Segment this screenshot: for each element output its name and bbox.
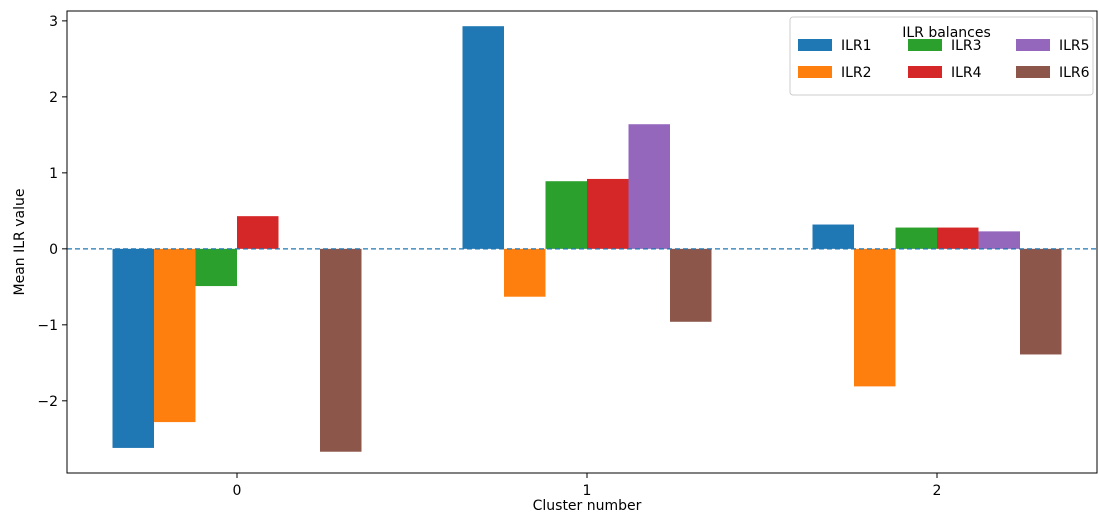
bar-ilr5-cluster-2 xyxy=(978,231,1020,249)
bar-ilr1-cluster-2 xyxy=(812,224,854,249)
legend: ILR balances ILR1 ILR2 ILR3 ILR4 ILR5 ILR6 xyxy=(789,16,1094,96)
x-axis: 0 1 2 xyxy=(233,473,942,499)
bar-ilr3-cluster-1 xyxy=(545,181,587,249)
bar-ilr4-cluster-1 xyxy=(587,178,629,249)
bar-ilr1-cluster-0 xyxy=(112,248,154,448)
y-tick-label: 1 xyxy=(49,166,58,182)
bar-ilr6-cluster-0 xyxy=(320,248,362,452)
legend-label-ilr4: ILR4 xyxy=(951,65,982,81)
bar-ilr4-cluster-2 xyxy=(937,227,979,249)
legend-swatch-ilr5 xyxy=(1016,39,1050,51)
legend-swatch-ilr3 xyxy=(908,39,942,51)
bar-ilr6-cluster-1 xyxy=(670,248,712,322)
bar-ilr3-cluster-0 xyxy=(195,248,237,287)
legend-label-ilr2: ILR2 xyxy=(841,65,872,81)
legend-label-ilr6: ILR6 xyxy=(1059,65,1090,81)
x-tick-label: 0 xyxy=(233,483,242,499)
bars-layer xyxy=(112,26,1062,452)
x-tick-label: 2 xyxy=(933,483,942,499)
legend-swatch-ilr2 xyxy=(798,66,832,78)
bar-ilr2-cluster-2 xyxy=(854,248,896,387)
legend-swatch-ilr4 xyxy=(908,66,942,78)
y-tick-label: −1 xyxy=(37,318,58,334)
y-axis: 3 2 1 0 −1 −2 xyxy=(37,14,67,410)
x-tick-label: 1 xyxy=(583,483,592,499)
legend-items: ILR1 ILR2 ILR3 ILR4 ILR5 ILR6 xyxy=(798,38,1090,81)
legend-label-ilr3: ILR3 xyxy=(951,38,982,54)
y-tick-label: 3 xyxy=(49,14,58,30)
y-tick-label: 2 xyxy=(49,90,58,106)
legend-swatch-ilr1 xyxy=(798,39,832,51)
legend-swatch-ilr6 xyxy=(1016,66,1050,78)
legend-label-ilr5: ILR5 xyxy=(1059,38,1090,54)
y-tick-label: 0 xyxy=(49,242,58,258)
bar-ilr5-cluster-1 xyxy=(628,124,670,249)
bar-ilr2-cluster-1 xyxy=(504,248,546,297)
x-axis-label: Cluster number xyxy=(533,498,642,514)
bar-ilr3-cluster-2 xyxy=(895,227,937,249)
y-tick-label: −2 xyxy=(37,394,58,410)
legend-label-ilr1: ILR1 xyxy=(841,38,872,54)
bar-ilr4-cluster-0 xyxy=(237,216,279,249)
y-axis-label: Mean ILR value xyxy=(12,189,28,296)
legend-title: ILR balances xyxy=(902,25,991,41)
bar-ilr1-cluster-1 xyxy=(462,26,504,249)
bar-ilr6-cluster-2 xyxy=(1020,248,1062,355)
bar-ilr2-cluster-0 xyxy=(154,248,196,423)
plot-frame xyxy=(66,10,1098,474)
